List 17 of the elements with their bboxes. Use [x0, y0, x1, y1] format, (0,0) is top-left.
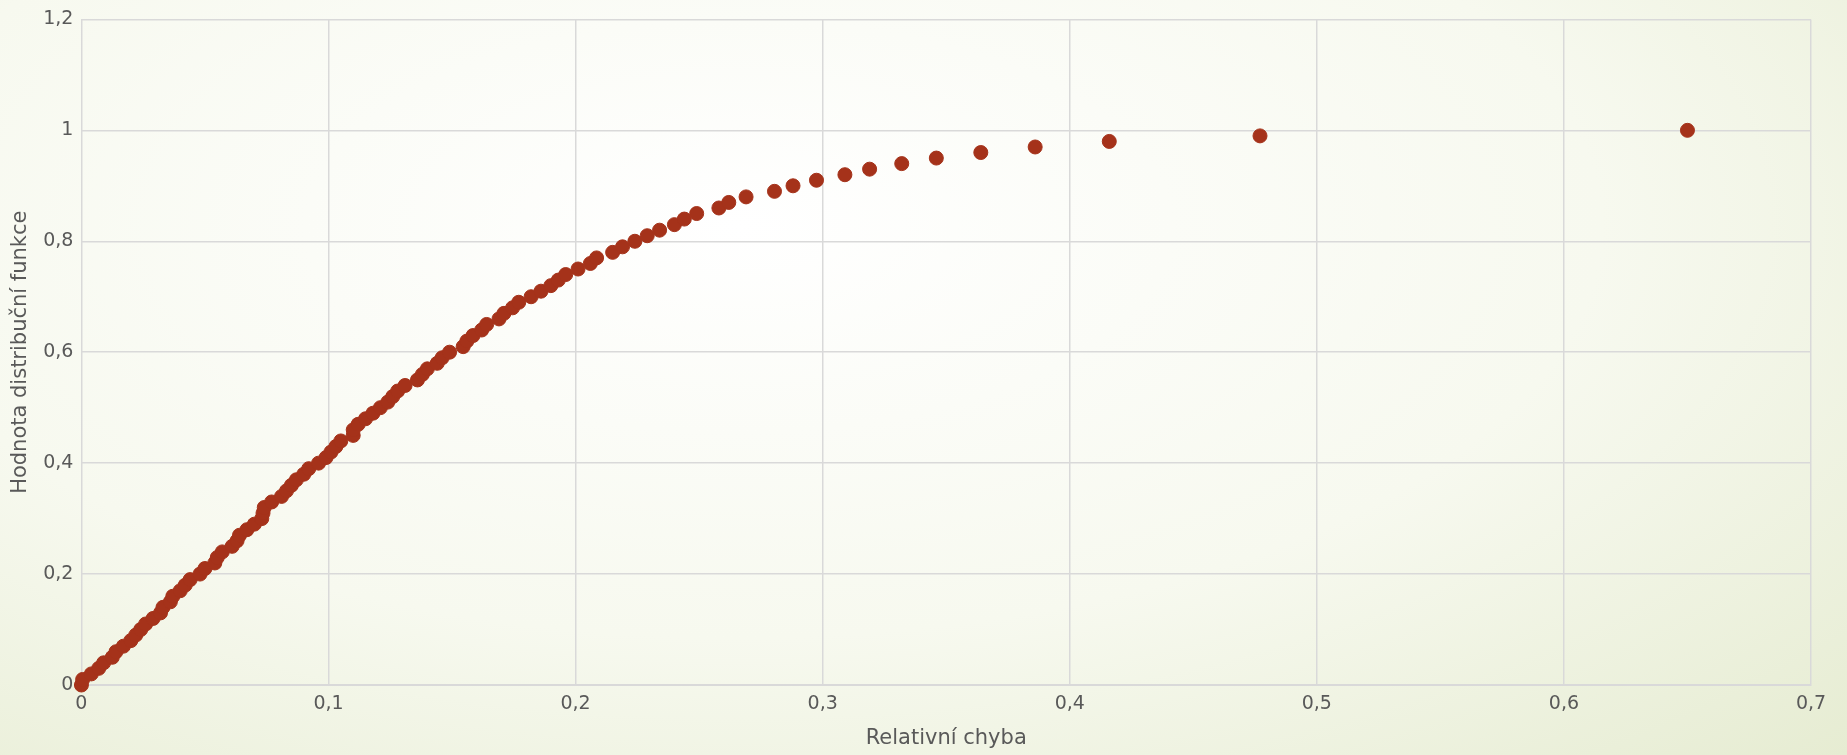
y-tick-label: 0,4 [43, 450, 74, 473]
y-tick-label: 0,8 [43, 228, 74, 251]
x-axis-title: Relativní chyba [865, 724, 1027, 749]
x-tick-label: 0,1 [313, 691, 344, 714]
y-axis-title: Hodnota distribuční funkce [7, 210, 32, 494]
y-tick-label: 1 [61, 117, 74, 140]
y-tick-label: 0,6 [43, 339, 74, 362]
x-tick-label: 0,6 [1548, 691, 1580, 714]
y-tick-label: 1,2 [43, 6, 74, 29]
x-tick-label: 0,7 [1795, 691, 1827, 714]
y-tick-label: 0 [61, 671, 74, 694]
y-tick-label: 0,2 [43, 561, 74, 583]
x-tick-label: 0,4 [1054, 691, 1085, 714]
x-tick-label: 0,3 [807, 691, 838, 714]
x-tick-label: 0,2 [560, 691, 591, 714]
x-tick-label: 0,5 [1301, 691, 1332, 714]
x-tick-label: 0 [75, 691, 88, 714]
